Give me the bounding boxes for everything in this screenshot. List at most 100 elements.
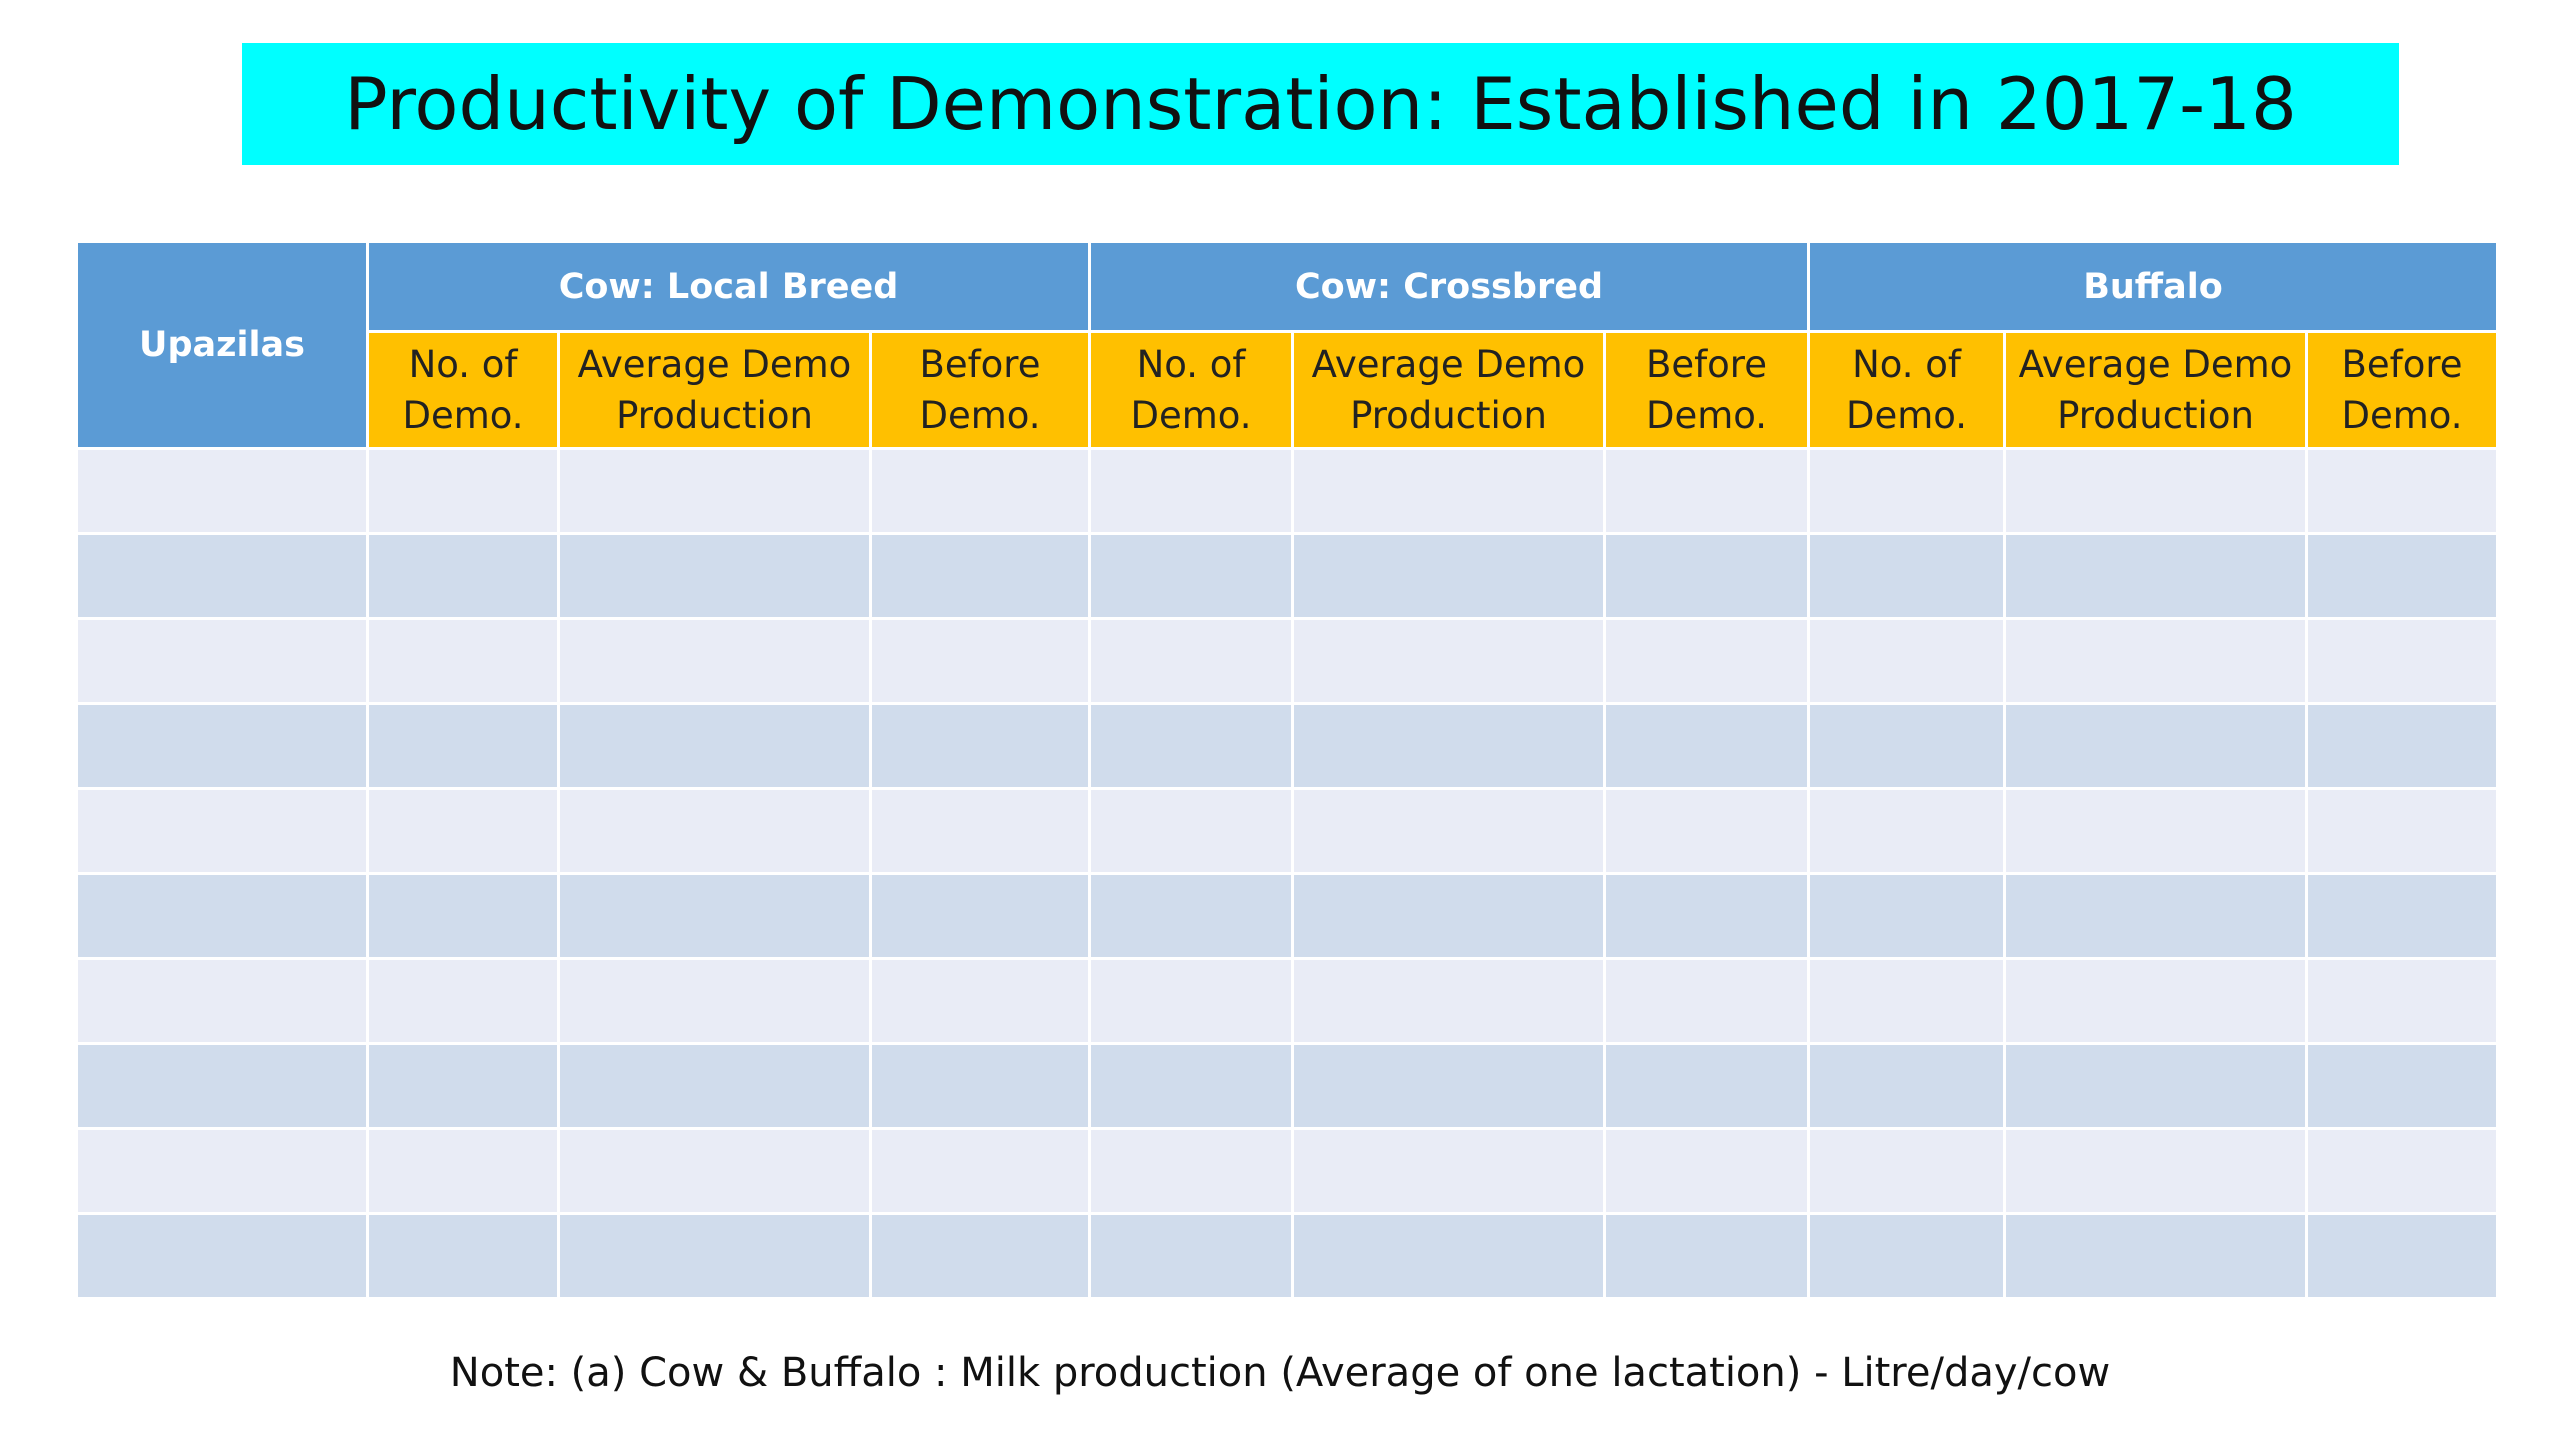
table-cell [1603, 1212, 1810, 1300]
table-row [75, 1042, 2500, 1130]
table-cell [1088, 702, 1294, 790]
table-cell [1291, 617, 1606, 705]
table-cell [366, 447, 560, 535]
table-cell [1291, 1127, 1606, 1215]
table-cell [366, 787, 560, 875]
table-cell [2304, 1212, 2500, 1300]
table-cell [1603, 617, 1810, 705]
table-cell [366, 872, 560, 960]
table-cell [2304, 702, 2500, 790]
table-cell [1088, 872, 1294, 960]
table-cell [1603, 872, 1810, 960]
table-cell [2003, 702, 2308, 790]
table-cell [557, 1212, 872, 1300]
table-cell [2003, 1042, 2308, 1130]
table-cell [869, 1127, 1091, 1215]
table-cell [1807, 787, 2006, 875]
table-cell [1088, 1127, 1294, 1215]
table-cell [1807, 957, 2006, 1045]
title-banner: Productivity of Demonstration: Establish… [242, 43, 2399, 165]
group-header-crossbred: Cow: Crossbred [1088, 240, 1810, 333]
table-cell [557, 702, 872, 790]
sub-header-no-of-demo: No. of Demo. [366, 330, 560, 450]
table-row [75, 617, 2500, 705]
table-cell [1603, 957, 1810, 1045]
table-cell [366, 532, 560, 620]
sub-header-average-demo-production: Average Demo Production [2003, 330, 2308, 450]
table-cell [2304, 872, 2500, 960]
table-row [75, 872, 2500, 960]
table-cell [557, 957, 872, 1045]
table-cell [2304, 1042, 2500, 1130]
table-cell [557, 617, 872, 705]
upazila-cell [75, 787, 369, 875]
table-cell [1603, 1127, 1810, 1215]
table-cell [2003, 787, 2308, 875]
table-cell [366, 957, 560, 1045]
group-header-row: Upazilas Cow: Local Breed Cow: Crossbred… [75, 240, 2500, 450]
table-cell [2003, 532, 2308, 620]
table-cell [869, 447, 1091, 535]
table-cell [869, 1212, 1091, 1300]
group-header-buffalo: Buffalo [1806, 240, 2500, 333]
table-row [75, 532, 2500, 620]
table-cell [1291, 702, 1606, 790]
table-cell [2003, 1212, 2308, 1300]
upazila-cell [75, 872, 369, 960]
table-cell [366, 1212, 560, 1300]
sub-header-no-of-demo: No. of Demo. [1807, 330, 2006, 450]
table-cell [366, 1127, 560, 1215]
upazila-cell [75, 957, 369, 1045]
table-row [75, 957, 2500, 1045]
table-cell [2304, 447, 2500, 535]
table-row [75, 1212, 2500, 1300]
table-cell [366, 617, 560, 705]
table-cell [869, 532, 1091, 620]
table-cell [557, 1127, 872, 1215]
upazila-cell [75, 617, 369, 705]
table-cell [1291, 957, 1606, 1045]
table-cell [2304, 957, 2500, 1045]
upazila-cell [75, 1127, 369, 1215]
table-body [75, 447, 2500, 1300]
sub-header-before-demo: Before Demo. [869, 330, 1091, 450]
table-cell [1807, 872, 2006, 960]
upazilas-header: Upazilas [75, 240, 369, 450]
table-cell [869, 1042, 1091, 1130]
table-cell [1088, 1042, 1294, 1130]
table-cell [1807, 1212, 2006, 1300]
table-row [75, 702, 2500, 790]
productivity-table: Upazilas Cow: Local Breed Cow: Crossbred… [75, 240, 2500, 1300]
table-cell [1603, 787, 1810, 875]
table-row [75, 1127, 2500, 1215]
upazila-cell [75, 447, 369, 535]
table-cell [1291, 447, 1606, 535]
page-title: Productivity of Demonstration: Establish… [344, 62, 2297, 146]
table-cell [557, 447, 872, 535]
upazila-cell [75, 532, 369, 620]
sub-header-row: No. of Demo. Average Demo Production Befor… [77, 330, 2500, 450]
table-cell [2003, 617, 2308, 705]
table-cell [1291, 532, 1606, 620]
table-cell [1291, 872, 1606, 960]
table-cell [869, 702, 1091, 790]
table-cell [557, 532, 872, 620]
footnote: Note: (a) Cow & Buffalo : Milk productio… [449, 1350, 2111, 1396]
table-cell [1088, 787, 1294, 875]
table-cell [1603, 532, 1810, 620]
table-cell [2304, 532, 2500, 620]
table-cell [2304, 617, 2500, 705]
sub-header-before-demo: Before Demo. [2304, 330, 2500, 450]
table-cell [2003, 872, 2308, 960]
table-cell [557, 1042, 872, 1130]
table-cell [2304, 1127, 2500, 1215]
sub-header-average-demo-production: Average Demo Production [557, 330, 872, 450]
table-cell [1603, 1042, 1810, 1130]
table-cell [1088, 617, 1294, 705]
table-cell [557, 872, 872, 960]
table-cell [1088, 532, 1294, 620]
table-cell [869, 617, 1091, 705]
table-cell [2304, 787, 2500, 875]
group-header-local-breed: Cow: Local Breed [366, 240, 1091, 333]
upazila-cell [75, 1042, 369, 1130]
